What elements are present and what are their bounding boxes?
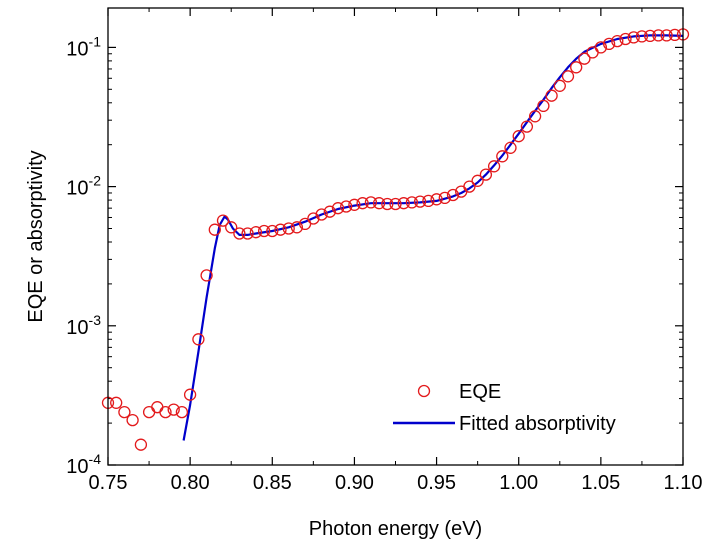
eqe-point [405, 196, 419, 209]
eqe-point [200, 269, 213, 282]
eqe-point [561, 70, 575, 83]
eqe-point [372, 197, 386, 210]
eqe-point [520, 120, 534, 133]
eqe-point [413, 195, 427, 208]
eqe-point [389, 197, 402, 211]
eqe-point [110, 396, 123, 409]
eqe-point [183, 388, 197, 401]
plot-area [108, 8, 683, 465]
legend: EQE Fitted absorptivity [393, 381, 616, 435]
y-tick-label: 10-3 [66, 312, 101, 339]
eqe-point [249, 226, 263, 239]
eqe-series [101, 28, 690, 451]
eqe-point [159, 405, 172, 419]
eqe-point [652, 29, 665, 42]
eqe-point [225, 221, 238, 234]
x-tick-label: 0.85 [253, 472, 292, 494]
eqe-point [446, 188, 460, 202]
eqe-point [602, 37, 616, 51]
y-axis-title: EQE or absorptivity [25, 150, 47, 322]
x-tick-label: 0.75 [89, 472, 128, 494]
eqe-point [635, 30, 649, 43]
eqe-point [611, 34, 624, 48]
legend-eqe-label: EQE [459, 381, 501, 403]
eqe-point [340, 200, 353, 213]
eqe-point [545, 89, 558, 102]
eqe-point [266, 224, 279, 238]
y-tick-label: 10-4 [66, 451, 101, 478]
eqe-point [315, 208, 328, 221]
eqe-point [397, 197, 410, 210]
eqe-point [364, 196, 378, 209]
eqe-point [422, 194, 435, 208]
eqe-point [594, 41, 608, 54]
plot-frame [107, 7, 684, 466]
eqe-point [504, 141, 517, 154]
y-tick-label: 10-1 [66, 33, 101, 60]
x-tick-label: 0.80 [171, 472, 210, 494]
eqe-point [487, 160, 501, 173]
eqe-point [578, 52, 591, 65]
x-tick-label: 0.95 [417, 472, 456, 494]
eqe-point [660, 29, 673, 42]
eqe-point [430, 193, 443, 206]
y-tick-labels: 10-4 10-3 10-2 10-1 [66, 33, 101, 478]
x-tick-label: 1.00 [499, 472, 538, 494]
eqe-point [438, 191, 451, 205]
eqe-point [570, 61, 583, 74]
eqe-point [208, 223, 221, 236]
x-tick-label: 1.05 [581, 472, 620, 494]
eqe-point [282, 222, 295, 235]
eqe-point [323, 205, 336, 218]
eqe-point [257, 224, 271, 238]
eqe-point [537, 99, 550, 113]
eqe-point [134, 438, 148, 451]
eqe-point [241, 227, 254, 240]
eqe-point [118, 405, 131, 419]
eqe-point [553, 79, 566, 92]
legend-fit-label: Fitted absorptivity [459, 413, 616, 435]
eqe-point [348, 198, 361, 211]
x-tick-label: 0.90 [335, 472, 374, 494]
eqe-point [643, 29, 657, 43]
eqe-point [233, 227, 246, 240]
legend-eqe-marker [417, 384, 431, 398]
eqe-point [479, 168, 493, 181]
eqe-point [381, 197, 394, 211]
eqe-point [175, 405, 189, 419]
x-axis-title: Photon energy (eV) [309, 518, 482, 540]
eqe-point [192, 333, 205, 346]
eqe-point [496, 150, 509, 163]
eqe-point [356, 197, 369, 210]
eqe-point [126, 413, 139, 427]
eqe-point [668, 28, 681, 42]
eqe-point [471, 174, 484, 187]
eqe-point [463, 180, 476, 193]
eqe-point [307, 212, 320, 225]
y-tick-label: 10-2 [66, 173, 101, 200]
eqe-point [216, 214, 230, 227]
x-tick-label: 1.10 [664, 472, 703, 494]
eqe-point [274, 223, 287, 236]
eqe-point [619, 32, 632, 46]
eqe-point [167, 403, 180, 416]
x-tick-labels: 0.75 0.80 0.85 0.90 0.95 1.00 1.05 1.10 [89, 472, 703, 494]
eqe-point [512, 130, 525, 143]
eqe-point [290, 221, 304, 234]
eqe-point [331, 202, 345, 215]
eqe-point [627, 31, 640, 44]
eqe-point [528, 110, 542, 123]
minor-ticks [108, 8, 683, 465]
